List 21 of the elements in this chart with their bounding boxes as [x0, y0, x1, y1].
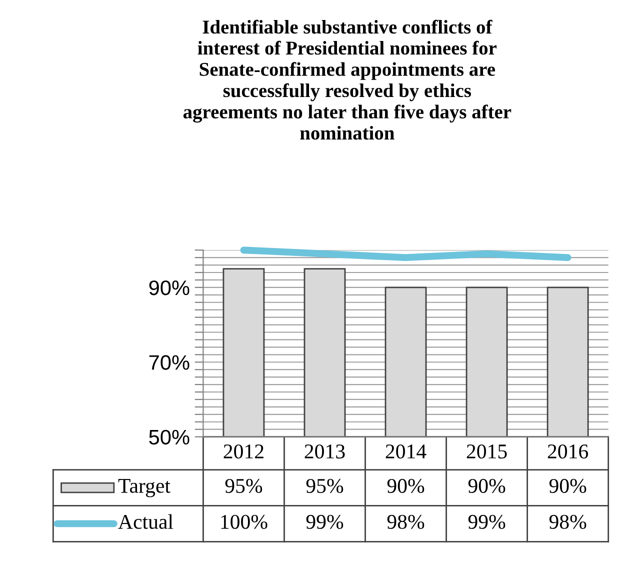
legend-label: Actual	[118, 514, 174, 529]
data-label: 99%	[306, 514, 344, 529]
y-tick-label: 90%	[149, 280, 190, 296]
y-tick-label: 50%	[149, 430, 190, 445]
data-label: 90%	[468, 478, 506, 494]
data-label: 90%	[549, 478, 586, 494]
data-label: 98%	[387, 514, 424, 529]
data-label: 98%	[549, 514, 586, 529]
legend-label: Target	[118, 479, 170, 498]
x-tick-label: 2014	[386, 444, 426, 459]
y-tick-label: 70%	[149, 355, 190, 370]
data-label: 95%	[225, 478, 262, 494]
x-tick-label: 2015	[466, 444, 507, 459]
data-label: 100%	[221, 514, 268, 529]
data-label: 90%	[387, 478, 424, 494]
x-tick-label: 2013	[304, 444, 345, 459]
x-tick-label: 2012	[224, 444, 264, 459]
data-label: 99%	[468, 514, 506, 529]
x-tick-label: 2016	[548, 444, 588, 459]
data-label: 95%	[306, 478, 344, 494]
chart-title: Identifiable substantive conflicts of interest of Presidential nominees for Senate-confirmed appointments are successfully resolved by ethics agreements no later than five days after nomination	[183, 20, 512, 140]
